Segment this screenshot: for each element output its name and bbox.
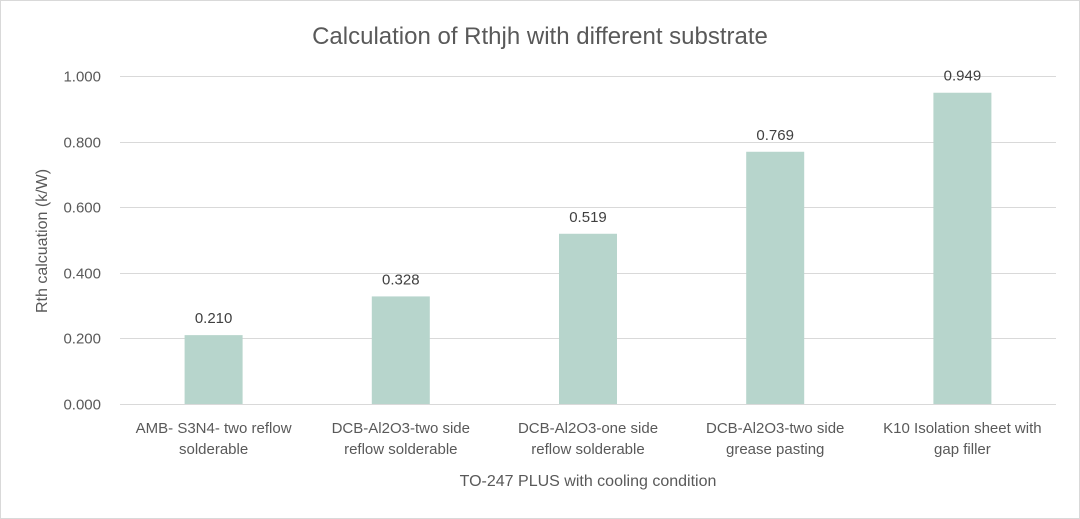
y-tick-label: 0.400 <box>63 266 101 283</box>
data-label: 0.210 <box>195 310 233 327</box>
x-category-label: K10 Isolation sheet with gap filler <box>883 420 1041 458</box>
data-labels: 0.210 0.328 0.519 0.769 0.949 <box>195 68 981 327</box>
data-label: 0.328 <box>382 271 420 288</box>
y-tick-label: 0.000 <box>63 397 101 414</box>
x-category-label: AMB- S3N4- two reflow solderable <box>136 420 292 458</box>
gridlines <box>120 76 1056 405</box>
x-category-label-line: DCB-Al2O3-two side <box>706 420 844 437</box>
x-category-label-line: reflow solderable <box>344 441 457 458</box>
bar <box>559 233 617 404</box>
y-tick-label: 0.800 <box>63 135 101 152</box>
x-category-label-line: AMB- S3N4- two reflow <box>136 420 292 437</box>
y-axis-title: Rth calcuation (k/W) <box>34 169 51 313</box>
x-category-label: DCB-Al2O3-two side reflow solderable <box>332 420 470 458</box>
y-axis-ticks: 0.000 0.200 0.400 0.600 0.800 1.000 <box>63 69 101 414</box>
y-tick-label: 1.000 <box>63 69 101 86</box>
x-category-label: DCB-Al2O3-one side reflow solderable <box>518 420 658 458</box>
bar <box>184 335 243 404</box>
x-category-label-line: gap filler <box>934 441 991 458</box>
bar <box>933 92 992 404</box>
x-category-label-line: reflow solderable <box>531 441 644 458</box>
x-axis-title: TO-247 PLUS with cooling condition <box>460 473 717 490</box>
x-category-label-line: K10 Isolation sheet with <box>883 420 1041 437</box>
data-label: 0.769 <box>756 127 794 144</box>
chart-title: Calculation of Rthjh with different subs… <box>312 23 768 50</box>
x-category-label-line: DCB-Al2O3-one side <box>518 420 658 437</box>
x-category-label: DCB-Al2O3-two side grease pasting <box>706 420 844 458</box>
x-axis-categories: AMB- S3N4- two reflow solderable DCB-Al2O3… <box>136 420 1042 458</box>
bar <box>371 296 430 404</box>
bars <box>184 92 992 404</box>
x-category-label-line: solderable <box>179 441 248 458</box>
data-label: 0.519 <box>569 209 607 226</box>
y-tick-label: 0.600 <box>63 200 101 217</box>
data-label: 0.949 <box>944 68 982 85</box>
x-category-label-line: DCB-Al2O3-two side <box>332 420 470 437</box>
x-category-label-line: grease pasting <box>726 441 824 458</box>
y-tick-label: 0.200 <box>63 331 101 348</box>
bar <box>746 151 805 404</box>
